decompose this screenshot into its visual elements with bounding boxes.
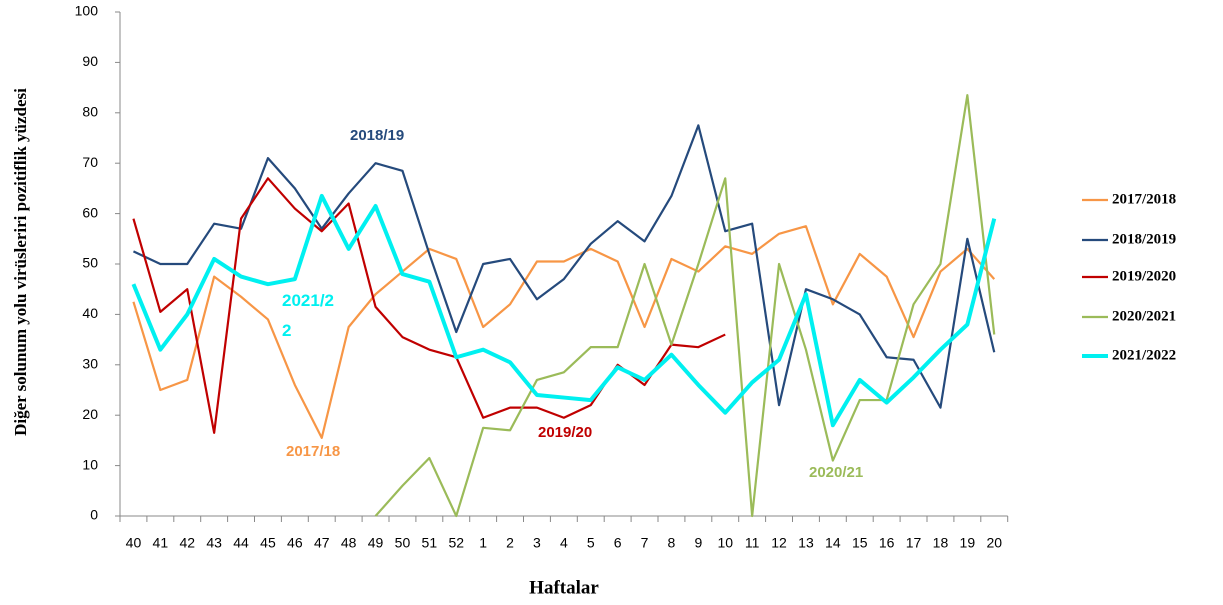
x-tick-label: 16 (879, 535, 895, 551)
x-tick-label: 44 (233, 535, 249, 551)
x-tick-label: 50 (395, 535, 411, 551)
x-tick-label: 45 (260, 535, 276, 551)
annotation: 2019/20 (538, 424, 593, 441)
x-tick-label: 7 (641, 535, 649, 551)
x-tick-label: 48 (341, 535, 357, 551)
x-tick-label: 14 (825, 535, 841, 551)
x-tick-label: 6 (614, 535, 622, 551)
legend-label: 2020/2021 (1112, 308, 1176, 324)
y-tick-label: 50 (82, 255, 98, 271)
x-tick-label: 2 (506, 535, 514, 551)
annotation: 2020/21 (809, 464, 864, 481)
legend-label: 2021/2022 (1112, 347, 1176, 363)
x-tick-label: 15 (852, 535, 868, 551)
y-tick-label: 30 (82, 356, 98, 372)
x-tick-label: 46 (287, 535, 303, 551)
x-tick-label: 9 (694, 535, 702, 551)
series-line (374, 94, 996, 518)
y-tick-label: 10 (82, 456, 98, 472)
y-tick-label: 80 (82, 104, 98, 120)
annotation: 2021/22 (282, 291, 334, 340)
x-tick-label: 43 (206, 535, 222, 551)
annotation: 2018/19 (350, 127, 405, 144)
y-tick-label: 60 (82, 204, 98, 220)
x-tick-label: 42 (179, 535, 195, 551)
y-tick-label: 0 (90, 507, 98, 523)
x-tick-label: 1 (479, 535, 487, 551)
x-tick-label: 12 (771, 535, 787, 551)
series-line (132, 225, 996, 439)
x-tick-label: 17 (906, 535, 922, 551)
y-axis-title: Diğer solunum yolu virüsleriri pozitifli… (11, 88, 30, 436)
x-axis-title: Haftalar (529, 577, 599, 598)
annotation: 2017/18 (286, 443, 341, 460)
y-tick-label: 40 (82, 305, 98, 321)
x-tick-label: 3 (533, 535, 541, 551)
x-tick-label: 18 (933, 535, 949, 551)
x-tick-label: 4 (560, 535, 568, 551)
x-tick-label: 52 (448, 535, 464, 551)
y-tick-label: 20 (82, 406, 98, 422)
y-tick-label: 90 (82, 53, 98, 69)
y-tick-label: 70 (82, 154, 98, 170)
x-tick-label: 47 (314, 535, 330, 551)
x-tick-label: 5 (587, 535, 595, 551)
series-line (132, 124, 996, 409)
x-tick-label: 51 (422, 535, 438, 551)
legend-label: 2018/2019 (1112, 231, 1176, 247)
x-tick-label: 13 (798, 535, 814, 551)
legend-label: 2017/2018 (1112, 191, 1176, 207)
x-tick-label: 8 (668, 535, 676, 551)
series-line (131, 193, 997, 428)
x-tick-label: 10 (717, 535, 733, 551)
y-tick-label: 100 (75, 3, 99, 19)
x-tick-label: 41 (153, 535, 169, 551)
legend-label: 2019/2020 (1112, 268, 1176, 284)
x-tick-label: 20 (986, 535, 1002, 551)
x-tick-label: 11 (745, 535, 760, 551)
x-tick-label: 49 (368, 535, 384, 551)
x-tick-label: 19 (960, 535, 976, 551)
x-tick-label: 40 (126, 535, 142, 551)
